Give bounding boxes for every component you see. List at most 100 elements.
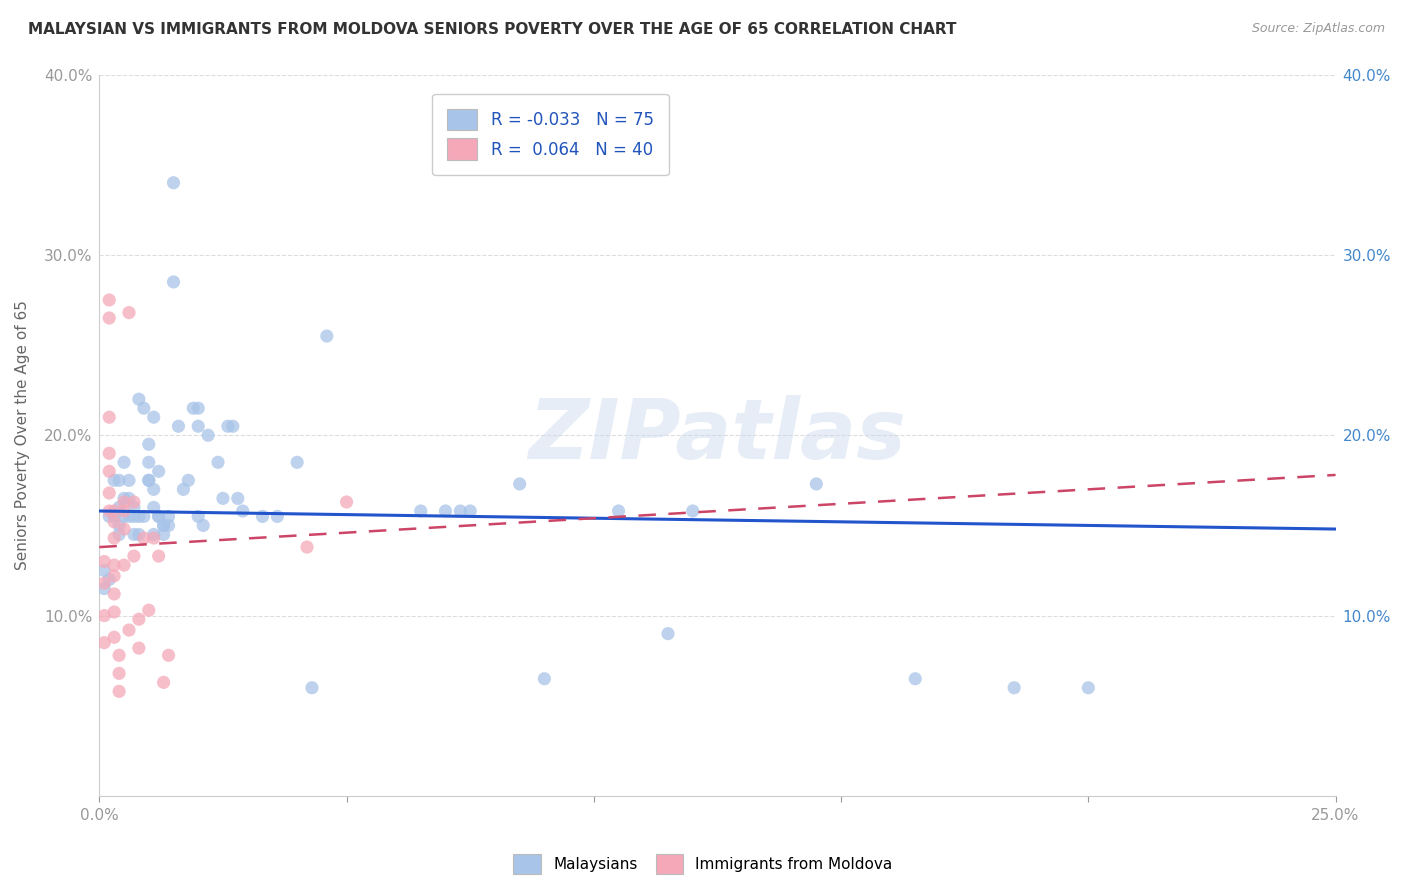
Point: [118, 509, 141, 524]
Point: [132, 531, 155, 545]
Point: [172, 483, 194, 497]
Point: [181, 401, 204, 416]
Point: [128, 509, 150, 524]
Point: [177, 473, 200, 487]
Point: [152, 527, 174, 541]
Point: [122, 495, 145, 509]
Point: [112, 495, 135, 509]
Point: [122, 549, 145, 563]
Point: [138, 473, 160, 487]
Point: [335, 495, 357, 509]
Point: [142, 410, 165, 425]
Point: [207, 455, 229, 469]
Point: [187, 419, 209, 434]
Point: [132, 401, 155, 416]
Point: [93, 554, 115, 568]
Point: [108, 648, 131, 663]
Point: [98, 509, 121, 524]
Point: [266, 509, 288, 524]
Point: [93, 582, 115, 596]
Y-axis label: Seniors Poverty Over the Age of 65: Seniors Poverty Over the Age of 65: [15, 301, 30, 570]
Point: [226, 491, 249, 506]
Point: [112, 491, 135, 506]
Point: [112, 504, 135, 518]
Point: [232, 504, 254, 518]
Point: [103, 473, 125, 487]
Point: [187, 401, 209, 416]
Point: [148, 509, 170, 524]
Point: [98, 446, 121, 460]
Point: [108, 527, 131, 541]
Point: [212, 491, 235, 506]
Point: [434, 504, 457, 518]
Point: [122, 527, 145, 541]
Point: [93, 576, 115, 591]
Point: [128, 527, 150, 541]
Point: [148, 464, 170, 478]
Point: [118, 491, 141, 506]
Point: [128, 612, 150, 626]
Point: [222, 419, 245, 434]
Point: [93, 635, 115, 649]
Point: [98, 464, 121, 478]
Point: [148, 509, 170, 524]
Point: [112, 455, 135, 469]
Point: [103, 587, 125, 601]
Point: [103, 630, 125, 644]
Point: [108, 684, 131, 698]
Point: [904, 672, 927, 686]
Point: [142, 531, 165, 545]
Point: [138, 455, 160, 469]
Point: [118, 623, 141, 637]
Point: [187, 509, 209, 524]
Point: [509, 477, 531, 491]
Point: [682, 504, 704, 518]
Point: [1077, 681, 1099, 695]
Point: [103, 569, 125, 583]
Point: [93, 564, 115, 578]
Point: [103, 515, 125, 529]
Point: [285, 455, 308, 469]
Text: MALAYSIAN VS IMMIGRANTS FROM MOLDOVA SENIORS POVERTY OVER THE AGE OF 65 CORRELAT: MALAYSIAN VS IMMIGRANTS FROM MOLDOVA SEN…: [28, 22, 956, 37]
Point: [142, 500, 165, 515]
Legend: Malaysians, Immigrants from Moldova: Malaysians, Immigrants from Moldova: [508, 848, 898, 880]
Point: [118, 473, 141, 487]
Point: [98, 486, 121, 500]
Point: [103, 504, 125, 518]
Point: [301, 681, 323, 695]
Point: [103, 605, 125, 619]
Point: [128, 641, 150, 656]
Point: [112, 558, 135, 573]
Point: [167, 419, 190, 434]
Point: [607, 504, 630, 518]
Point: [152, 518, 174, 533]
Point: [657, 626, 679, 640]
Point: [449, 504, 471, 518]
Point: [162, 176, 184, 190]
Point: [148, 549, 170, 563]
Point: [1002, 681, 1025, 695]
Point: [118, 305, 141, 319]
Point: [108, 473, 131, 487]
Point: [112, 522, 135, 536]
Point: [252, 509, 274, 524]
Point: [103, 509, 125, 524]
Point: [98, 573, 121, 587]
Point: [409, 504, 432, 518]
Point: [103, 531, 125, 545]
Point: [217, 419, 239, 434]
Point: [103, 558, 125, 573]
Point: [112, 509, 135, 524]
Point: [122, 509, 145, 524]
Point: [138, 473, 160, 487]
Point: [98, 311, 121, 326]
Point: [533, 672, 555, 686]
Point: [193, 518, 215, 533]
Point: [122, 500, 145, 515]
Point: [108, 518, 131, 533]
Point: [142, 527, 165, 541]
Point: [806, 477, 828, 491]
Legend: R = -0.033   N = 75, R =  0.064   N = 40: R = -0.033 N = 75, R = 0.064 N = 40: [433, 94, 669, 175]
Point: [157, 518, 180, 533]
Point: [295, 540, 318, 554]
